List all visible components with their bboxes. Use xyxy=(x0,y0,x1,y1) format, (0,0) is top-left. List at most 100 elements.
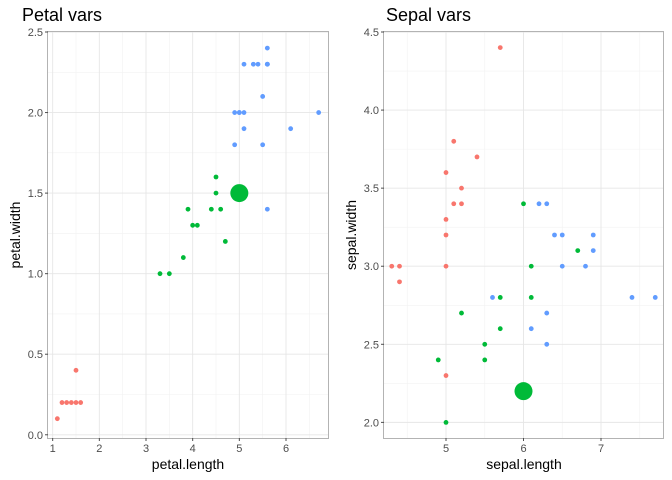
petal-point-virginica xyxy=(255,61,261,67)
petal-point-virginica xyxy=(260,142,266,148)
petal-point-setosa xyxy=(73,400,79,405)
sepal-point-setosa xyxy=(443,216,449,222)
sepal-y-tick-label: 2.5 xyxy=(364,339,379,351)
petal-point-versicolor xyxy=(166,271,172,277)
petal-x-tick-label: 2 xyxy=(96,443,102,455)
sepal-point-virginica xyxy=(629,295,635,300)
sepal-point-virginica xyxy=(544,341,550,347)
sepal-point-virginica xyxy=(559,263,565,269)
petal-point-virginica xyxy=(236,110,242,115)
sepal-point-setosa xyxy=(443,373,449,378)
petal-point-versicolor xyxy=(180,255,186,260)
sepal-x-tick-label: 7 xyxy=(598,443,604,455)
sepal-x-tick-label: 5 xyxy=(443,443,449,455)
sepal-point-setosa xyxy=(459,185,464,191)
sepal-point-versicolor xyxy=(459,310,464,316)
sepal-point-virginica xyxy=(544,310,550,316)
petal-point-setosa xyxy=(59,400,65,405)
petal-point-virginica xyxy=(264,61,270,67)
petal-point-versicolor xyxy=(213,190,219,196)
petal-point-virginica xyxy=(288,126,294,132)
sepal-point-versicolor xyxy=(521,201,526,207)
petal-point-virginica xyxy=(264,206,270,212)
petal-point-setosa xyxy=(68,400,74,405)
petal-point-virginica xyxy=(232,142,238,148)
sepal-point-versicolor xyxy=(497,326,503,332)
petal-point-setosa xyxy=(73,367,79,373)
sepal-highlight-point xyxy=(514,382,533,401)
sepal-axes: 5 6 7 2.0 2.5 3.0 3.5 4.0 4.5 xyxy=(364,27,604,455)
petal-point-setosa xyxy=(64,400,70,405)
sepal-x-axis-title: sepal.length xyxy=(486,456,562,472)
petal-point-versicolor xyxy=(185,206,191,212)
sepal-point-setosa xyxy=(443,170,449,175)
petal-x-tick-label: 1 xyxy=(50,443,56,455)
petal-x-tick-label: 5 xyxy=(236,443,242,455)
sepal-point-virginica xyxy=(559,232,565,238)
petal-point-versicolor xyxy=(194,222,200,228)
sepal-y-tick-label: 2.0 xyxy=(364,417,379,429)
petal-y-tick-label: 0.0 xyxy=(28,430,43,442)
sepal-point-virginica xyxy=(552,232,557,238)
sepal-y-tick-label: 4.0 xyxy=(364,105,379,117)
petal-y-tick-label: 1.5 xyxy=(28,188,43,200)
sepal-point-virginica xyxy=(490,295,495,300)
sepal-point-versicolor xyxy=(528,263,534,269)
petal-point-virginica xyxy=(241,110,247,115)
petal-point-virginica xyxy=(232,110,238,115)
sepal-point-versicolor xyxy=(575,248,581,254)
petal-point-virginica xyxy=(241,126,247,132)
petal-points xyxy=(54,45,322,422)
petal-chart-title: Petal vars xyxy=(22,5,102,25)
petal-point-virginica xyxy=(250,61,256,67)
petal-x-axis-title: petal.length xyxy=(152,456,224,472)
sepal-y-tick-label: 4.5 xyxy=(364,27,379,39)
sepal-point-setosa xyxy=(474,154,480,160)
sepal-point-versicolor xyxy=(443,419,449,425)
sepal-chart: Sepal vars 5 6 7 2.0 2.5 3.0 3.5 4.0 4.5 sepal.l… xyxy=(343,5,664,472)
sepal-point-virginica xyxy=(536,201,542,207)
sepal-point-setosa xyxy=(397,279,402,285)
sepal-point-setosa xyxy=(451,138,457,144)
sepal-point-virginica xyxy=(590,232,596,238)
sepal-point-setosa xyxy=(443,263,449,269)
sepal-point-virginica xyxy=(583,263,588,269)
sepal-point-versicolor xyxy=(435,357,441,363)
petal-grid xyxy=(48,31,328,438)
petal-point-setosa xyxy=(54,416,60,422)
sepal-grid xyxy=(384,31,663,438)
petal-point-virginica xyxy=(316,110,322,115)
sepal-point-virginica xyxy=(528,326,534,332)
sepal-point-virginica xyxy=(544,201,550,207)
sepal-point-virginica xyxy=(652,295,658,300)
petal-x-tick-label: 3 xyxy=(143,443,149,455)
sepal-points xyxy=(389,45,658,425)
petal-point-versicolor xyxy=(222,239,228,244)
petal-point-versicolor xyxy=(218,206,224,212)
sepal-point-setosa xyxy=(443,232,449,238)
petal-point-versicolor xyxy=(157,271,163,277)
petal-axes: 1 2 3 4 5 6 0.0 0.5 1.0 1.5 2.0 2.5 xyxy=(28,27,289,455)
petal-y-tick-label: 0.5 xyxy=(28,349,43,361)
petal-point-virginica xyxy=(260,94,266,99)
petal-y-tick-label: 2.5 xyxy=(28,27,43,39)
petal-x-tick-label: 4 xyxy=(190,443,196,455)
petal-point-setosa xyxy=(78,400,84,405)
sepal-point-versicolor xyxy=(482,357,488,363)
sepal-point-setosa xyxy=(451,201,457,207)
petal-point-versicolor xyxy=(208,206,214,212)
sepal-point-setosa xyxy=(397,263,402,269)
petal-point-versicolor xyxy=(213,174,219,180)
petal-point-virginica xyxy=(264,45,270,51)
sepal-x-tick-label: 6 xyxy=(520,443,526,455)
sepal-point-versicolor xyxy=(497,295,503,300)
petal-point-virginica xyxy=(241,61,247,67)
petal-chart: Petal vars 1 2 3 4 5 6 0.0 0.5 1.0 1.5 2.0 2.5 peta… xyxy=(7,5,329,472)
petal-x-tick-label: 6 xyxy=(283,443,289,455)
sepal-point-versicolor xyxy=(482,341,488,347)
petal-y-axis-title: petal.width xyxy=(7,202,23,269)
petal-y-tick-label: 1.0 xyxy=(28,269,43,281)
sepal-point-setosa xyxy=(497,45,503,51)
sepal-point-setosa xyxy=(459,201,464,207)
